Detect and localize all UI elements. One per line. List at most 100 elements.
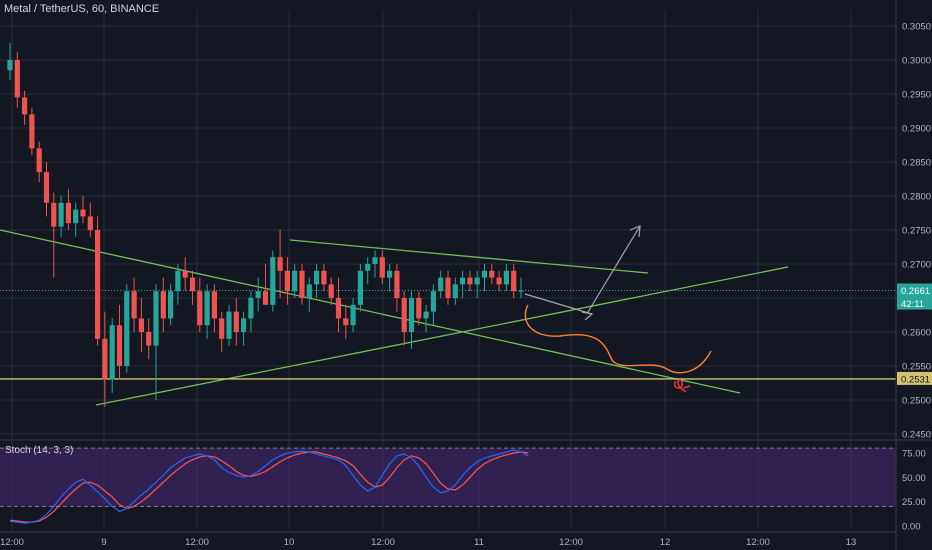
candle [284, 257, 290, 305]
candle [416, 291, 422, 326]
candle [241, 311, 247, 346]
support-price-label-text: 0.2531 [901, 374, 930, 385]
candle-body [357, 270, 363, 305]
time-tick-label: 12:00 [559, 537, 583, 548]
candle [153, 284, 159, 400]
candle-body [14, 60, 20, 98]
candle [87, 202, 93, 237]
time-tick-label: 11 [474, 537, 484, 548]
candle [270, 250, 276, 312]
candle-body [328, 284, 334, 298]
candle [503, 264, 509, 292]
candle-body [124, 291, 130, 366]
price-tick-label: 0.2600 [902, 328, 931, 339]
price-tick-label: 0.2450 [902, 430, 931, 441]
candle-body [401, 298, 407, 332]
price-tick-label: 0.3000 [902, 56, 931, 67]
candle-body [365, 264, 371, 271]
time-tick-label: 12:00 [371, 537, 395, 548]
projection-curve [524, 304, 712, 374]
candle [204, 284, 210, 339]
candle-body [197, 291, 203, 326]
candle-body [116, 325, 123, 366]
candle [306, 277, 312, 312]
candlestick-series [7, 43, 524, 407]
candle [124, 284, 130, 373]
support-price-label: 0.2531 [897, 371, 932, 385]
candle-body [292, 270, 298, 292]
price-tick-label: 0.2800 [902, 192, 931, 203]
stoch-tick-label: 25.00 [902, 497, 926, 508]
candle-body [460, 277, 466, 285]
candle-body [168, 291, 174, 319]
projection-arrow-up-head [629, 225, 641, 238]
candle-body [102, 338, 108, 380]
candle [357, 264, 363, 312]
candle [430, 284, 436, 326]
candle-body [255, 291, 261, 298]
candle [226, 304, 232, 346]
candle [511, 264, 517, 298]
candle [248, 291, 254, 332]
candle [29, 107, 35, 156]
candle [321, 264, 327, 292]
descending-trendline [0, 229, 741, 394]
candle [387, 264, 393, 292]
candle [379, 250, 385, 285]
time-tick-label: 12 [660, 537, 671, 548]
candle-body [241, 318, 247, 332]
symbol-header[interactable]: Metal / TetherUS, 60, BINANCE [4, 3, 160, 15]
candle [131, 277, 137, 332]
candle-body [430, 291, 436, 312]
candle [452, 277, 458, 305]
candle-body [408, 298, 415, 332]
candle [343, 304, 349, 339]
candle-body [306, 284, 312, 298]
stoch-k-line [9, 449, 529, 524]
candle-body [29, 114, 35, 149]
price-tick-label: 0.2700 [902, 260, 931, 271]
candle [335, 277, 342, 332]
candle [262, 264, 269, 305]
candle [65, 189, 71, 230]
candle [350, 298, 356, 332]
candle [328, 277, 334, 305]
candle-body [423, 311, 429, 319]
stoch-band [0, 448, 896, 507]
price-tick-label: 0.2850 [902, 158, 931, 169]
last-price-label: 0.2661 [897, 283, 932, 297]
last-price-label-text: 0.2661 [901, 286, 930, 297]
time-tick-label: 12:00 [746, 537, 770, 548]
candle-body [474, 277, 480, 285]
candle [175, 264, 181, 305]
candle-body [226, 311, 232, 339]
candle [22, 90, 28, 125]
candle [182, 257, 188, 292]
candle-body [416, 298, 422, 319]
candle [233, 298, 239, 346]
countdown-label: 42:11 [897, 296, 932, 310]
candle [80, 196, 86, 224]
price-tick-label: 0.2950 [902, 90, 931, 101]
stoch-legend-label[interactable]: Stoch (14, 3, 3) [5, 445, 74, 456]
candle-body [109, 325, 115, 380]
candle-body [182, 270, 188, 278]
candle-body [445, 277, 451, 298]
candle [189, 270, 196, 305]
candle-body [277, 257, 283, 271]
candle-body [270, 257, 276, 305]
projection-arrow-down [524, 293, 593, 315]
candle-body [503, 270, 509, 285]
candle-body [467, 277, 473, 285]
candle-body [452, 284, 458, 298]
candle-body [95, 230, 101, 339]
candle-body [22, 97, 28, 115]
candle [116, 304, 123, 380]
candle [95, 216, 101, 346]
candle-body [394, 270, 400, 298]
candle [219, 311, 225, 353]
time-tick-label: 13 [846, 537, 857, 548]
candle-body [160, 291, 166, 319]
